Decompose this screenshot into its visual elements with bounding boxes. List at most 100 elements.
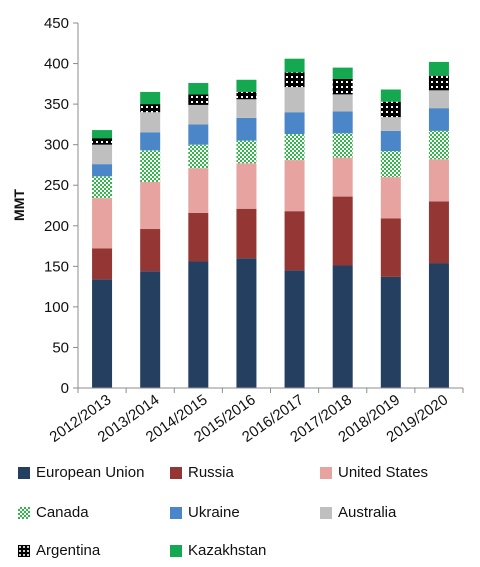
legend-item-european-union: European Union xyxy=(18,464,144,481)
bar-segment-argentina xyxy=(236,91,257,100)
bar-segment-united-states xyxy=(380,177,401,219)
legend-swatch xyxy=(320,466,332,479)
y-tick-label: 350 xyxy=(44,96,69,113)
bar-segment-ukraine xyxy=(380,130,401,152)
legend-item-australia: Australia xyxy=(320,504,396,521)
bar-segment-ukraine xyxy=(236,117,257,141)
legend-label: European Union xyxy=(36,464,145,481)
legend-item-ukraine: Ukraine xyxy=(170,504,240,521)
bar-segment-kazakhstan xyxy=(428,61,449,76)
legend-label: United States xyxy=(338,464,429,481)
bar-segment-russia xyxy=(380,218,401,277)
bar-segment-kazakhstan xyxy=(140,91,161,105)
bar-segment-canada xyxy=(428,130,449,160)
bar-segment-australia xyxy=(380,117,401,131)
bar-segment-australia xyxy=(428,90,449,109)
bar-segment-argentina xyxy=(140,104,161,113)
bar-segment-european-union xyxy=(284,270,305,388)
bar-segment-kazakhstan xyxy=(380,89,401,102)
bar-stack-2017-2018 xyxy=(332,67,353,388)
legend-item-russia: Russia xyxy=(170,464,234,481)
bar-segment-united-states xyxy=(332,157,353,197)
bar-segment-ukraine xyxy=(92,164,113,177)
legend-label: Canada xyxy=(36,504,89,521)
bar-segment-canada xyxy=(380,151,401,178)
bar-segment-united-states xyxy=(140,181,161,230)
bar-stack-2016-2017 xyxy=(284,58,305,388)
y-tick-label: 150 xyxy=(44,258,69,275)
bar-segment-argentina xyxy=(188,94,209,105)
bar-segment-european-union xyxy=(236,258,257,388)
bar-stack-2019-2020 xyxy=(428,61,449,388)
bar-segment-canada xyxy=(188,144,209,169)
bar-segment-canada xyxy=(332,133,353,158)
y-tick-label: 250 xyxy=(44,177,69,194)
legend-swatch xyxy=(170,506,182,519)
y-tick-label: 400 xyxy=(44,56,69,73)
bar-segment-ukraine xyxy=(428,108,449,131)
legend-swatch xyxy=(18,544,30,557)
bar-segment-ukraine xyxy=(284,112,305,135)
bar-stack-2015-2016 xyxy=(236,79,257,388)
y-tick-label: 0 xyxy=(61,380,69,397)
bar-segment-russia xyxy=(332,196,353,266)
bar-segment-australia xyxy=(332,94,353,112)
bar-segment-european-union xyxy=(428,263,449,388)
bar-segment-kazakhstan xyxy=(188,83,209,95)
legend-item-argentina: Argentina xyxy=(18,542,100,559)
bar-stack-2014-2015 xyxy=(188,83,209,388)
y-tick-label: 50 xyxy=(52,339,69,356)
bar-segment-canada xyxy=(140,150,161,182)
bar-segment-australia xyxy=(140,112,161,133)
bar-segment-ukraine xyxy=(332,111,353,134)
chart-legend: European Union Russia United States Canada U… xyxy=(0,458,480,567)
bar-stack-2018-2019 xyxy=(380,89,401,388)
bar-segment-ukraine xyxy=(140,132,161,151)
bar-segment-russia xyxy=(140,229,161,272)
y-tick-label: 200 xyxy=(44,218,69,235)
bars-layer xyxy=(92,58,449,388)
bar-segment-australia xyxy=(236,99,257,118)
bar-segment-russia xyxy=(428,201,449,264)
legend-label: Kazakhstan xyxy=(188,542,267,559)
legend-swatch xyxy=(18,466,30,479)
bar-segment-kazakhstan xyxy=(236,79,257,92)
bar-segment-united-states xyxy=(92,198,113,249)
bar-segment-russia xyxy=(236,208,257,259)
bar-segment-european-union xyxy=(92,279,113,388)
legend-swatch xyxy=(170,544,182,557)
bar-segment-european-union xyxy=(332,265,353,388)
y-axis-title: MMT xyxy=(11,189,27,221)
legend-swatch xyxy=(18,506,30,519)
bar-segment-canada xyxy=(92,176,113,199)
bar-segment-argentina xyxy=(332,78,353,95)
stacked-bar-chart: 0 50 100 150 200 250 300 350 400 450 2012/2013201… xyxy=(11,15,464,446)
bar-segment-russia xyxy=(284,211,305,271)
legend-item-kazakhstan: Kazakhstan xyxy=(170,542,266,559)
legend-label: Argentina xyxy=(36,542,101,559)
bar-segment-canada xyxy=(284,134,305,161)
bar-segment-argentina xyxy=(92,138,113,145)
bar-segment-european-union xyxy=(380,276,401,388)
bar-segment-kazakhstan xyxy=(284,58,305,73)
x-ticks: 2012/20132013/20142014/20152015/20162016… xyxy=(47,388,464,446)
legend-label: Australia xyxy=(338,504,397,521)
bar-segment-ukraine xyxy=(188,124,209,145)
bar-segment-russia xyxy=(92,248,113,280)
bar-segment-united-states xyxy=(188,168,209,213)
bar-segment-kazakhstan xyxy=(332,67,353,79)
bar-segment-argentina xyxy=(428,75,449,91)
bar-segment-australia xyxy=(188,104,209,125)
y-ticks: 0 50 100 150 200 250 300 350 400 450 xyxy=(44,15,78,397)
legend-swatch xyxy=(170,466,182,479)
bar-segment-united-states xyxy=(236,163,257,209)
bar-segment-argentina xyxy=(284,72,305,88)
bar-stack-2013-2014 xyxy=(140,91,161,388)
legend-item-canada: Canada xyxy=(18,504,89,521)
bar-segment-european-union xyxy=(188,261,209,388)
bar-segment-russia xyxy=(188,212,209,262)
legend-item-united-states: United States xyxy=(320,464,428,481)
bar-segment-canada xyxy=(236,140,257,164)
bar-stack-2012-2013 xyxy=(92,130,113,388)
